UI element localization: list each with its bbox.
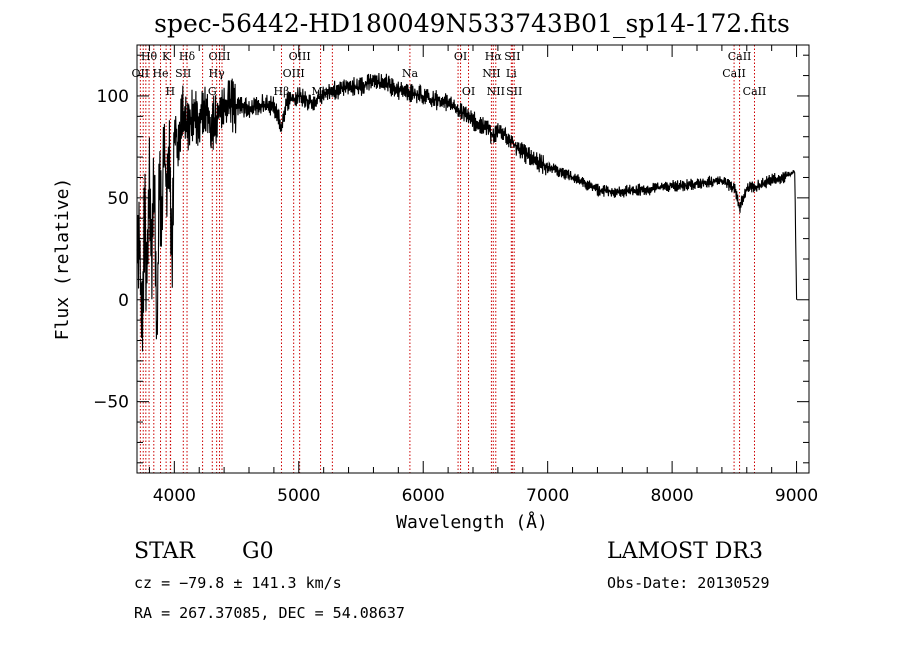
spectral-line-label: Hβ bbox=[274, 85, 290, 98]
spectral-line-label: OII bbox=[132, 67, 150, 80]
spectral-line-label: OI bbox=[462, 85, 475, 98]
spectral-line-label: OIII bbox=[283, 67, 305, 80]
spectral-line-label: CaII bbox=[728, 50, 752, 63]
spectral-line-label: Li bbox=[506, 67, 517, 80]
spectral-line-label: NII bbox=[482, 67, 500, 80]
spectral-line-label: Hθ bbox=[141, 50, 158, 63]
spectral-line-label: CaII bbox=[743, 85, 767, 98]
spectral-line-label: CaII bbox=[722, 67, 746, 80]
spectral-line-label: OIII bbox=[208, 50, 230, 63]
spectral-line-label: K bbox=[162, 50, 171, 63]
spectral-line-label: OI bbox=[454, 50, 467, 63]
x-tick-label: 6000 bbox=[402, 486, 445, 506]
spectral-line-label: Hα bbox=[485, 50, 503, 63]
spectral-line-label: Hδ bbox=[179, 50, 196, 63]
x-tick-label: 7000 bbox=[526, 486, 569, 506]
y-tick-label: 0 bbox=[118, 291, 129, 311]
object-class: STAR bbox=[134, 539, 196, 564]
spectral-line-label: SII bbox=[175, 67, 191, 80]
observation-date: Obs-Date: 20130529 bbox=[607, 574, 770, 592]
x-axis-label: Wavelength (Å) bbox=[396, 511, 548, 533]
spectral-line-label: He bbox=[152, 67, 168, 80]
x-tick-label: 8000 bbox=[650, 486, 693, 506]
y-axis-label: Flux (relative) bbox=[52, 178, 73, 341]
object-subclass: G0 bbox=[242, 539, 274, 564]
spectral-line-label: Hγ bbox=[209, 67, 226, 80]
x-tick-label: 4000 bbox=[153, 486, 196, 506]
chart-title: spec-56442-HD180049N533743B01_sp14-172.f… bbox=[154, 9, 790, 38]
survey-name: LAMOST DR3 bbox=[607, 539, 763, 564]
sky-coordinates: RA = 267.37085, DEC = 54.08637 bbox=[134, 604, 405, 622]
y-tick-label: 100 bbox=[97, 87, 129, 107]
y-axis: −50 0 50 100 bbox=[93, 54, 809, 464]
spectral-line-label: Na bbox=[402, 67, 419, 80]
spectral-line-label: SII bbox=[504, 50, 520, 63]
spectral-line-label: OIII bbox=[289, 50, 311, 63]
spectral-line-label: G bbox=[208, 85, 217, 98]
x-axis: 4000 5000 6000 7000 8000 9000 bbox=[148, 45, 818, 506]
spectral-line-label: NII bbox=[487, 85, 505, 98]
flux-series-line bbox=[136, 72, 798, 352]
y-tick-label: −50 bbox=[93, 393, 129, 413]
x-tick-label: 5000 bbox=[277, 486, 320, 506]
spectral-line-label: SII bbox=[506, 85, 522, 98]
y-tick-label: 50 bbox=[107, 189, 129, 209]
spectral-line-label: H bbox=[166, 85, 176, 98]
x-tick-label: 9000 bbox=[775, 486, 818, 506]
redshift-velocity: cz = −79.8 ± 141.3 km/s bbox=[134, 574, 342, 592]
